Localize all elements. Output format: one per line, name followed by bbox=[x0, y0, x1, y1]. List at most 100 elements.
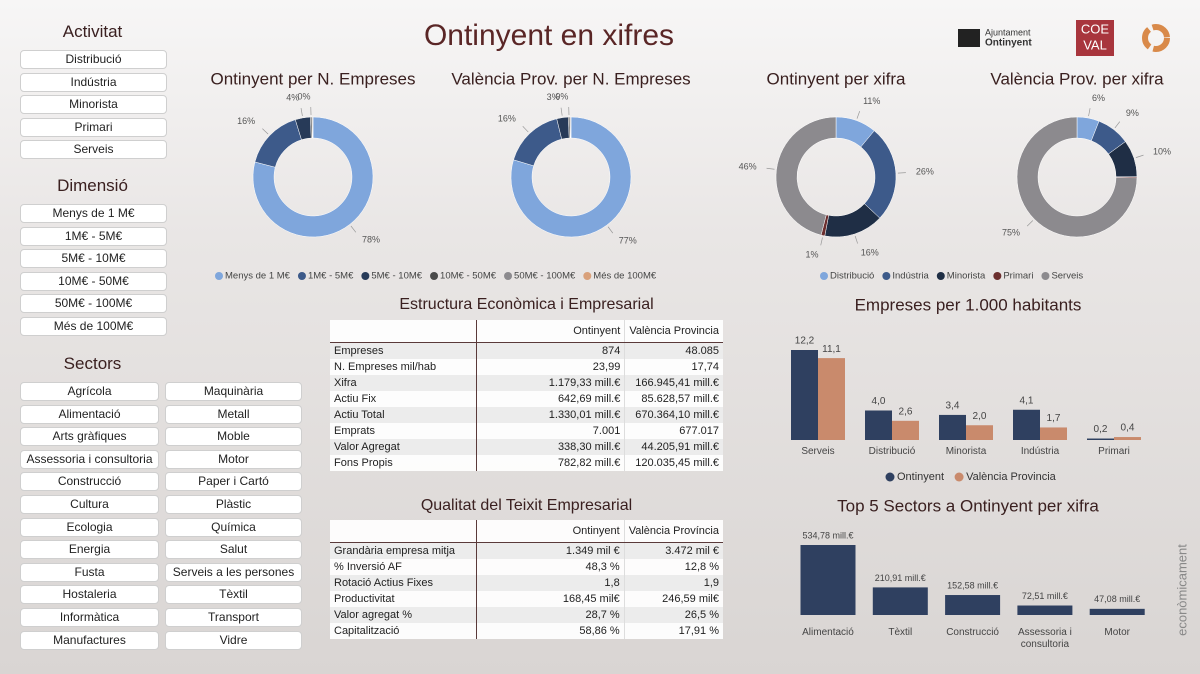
slicer-button[interactable]: Motor bbox=[165, 449, 302, 469]
bar bbox=[800, 545, 856, 615]
table-cell: 26,5 % bbox=[624, 607, 723, 623]
slicer-button[interactable]: Primari bbox=[20, 117, 167, 137]
slicer-button[interactable]: Agrícola bbox=[20, 382, 159, 401]
label-leader bbox=[820, 237, 823, 246]
data-label: 78% bbox=[362, 235, 380, 245]
table-row: N. Empreses mil/hab 23,99 17,74 bbox=[330, 359, 723, 375]
table-cell: 1,8 bbox=[476, 575, 625, 591]
slicer-button[interactable]: 5M€ - 10M€ bbox=[20, 249, 167, 269]
label-leader bbox=[1088, 108, 1091, 117]
slicer-button[interactable]: Menys de 1 M€ bbox=[20, 204, 167, 223]
slicer-button[interactable]: Vidre bbox=[165, 630, 302, 650]
slicer-button[interactable]: Indústria bbox=[20, 72, 167, 92]
slicer-button[interactable]: Fusta bbox=[20, 562, 159, 582]
table-title: Qualitat del Teixit Empresarial bbox=[420, 497, 633, 514]
legend-label: Minorista bbox=[947, 271, 986, 282]
table-cell: Actiu Total bbox=[330, 407, 477, 423]
slicer-button[interactable]: Transport bbox=[165, 608, 302, 627]
slicer-button[interactable]: Serveis a les persones bbox=[165, 562, 302, 582]
slicer-button[interactable]: Maquinària bbox=[165, 382, 302, 401]
legend-marker bbox=[361, 272, 370, 280]
legend-marker bbox=[297, 272, 306, 280]
legend-label: Ontinyent bbox=[897, 471, 944, 483]
slicer-button[interactable]: Energia bbox=[20, 540, 159, 560]
donut-slice bbox=[254, 119, 302, 168]
slicer-button[interactable]: Hostaleria bbox=[20, 585, 159, 605]
slicer-button[interactable]: Alimentació bbox=[20, 404, 159, 424]
data-label: 0,2 bbox=[1094, 424, 1108, 435]
data-label: 3% bbox=[547, 92, 560, 102]
slicer-button[interactable]: Arts gràfiques bbox=[20, 427, 159, 447]
table-row: Fons Propis 782,82 mill.€ 120.035,45 mill.… bbox=[330, 455, 723, 471]
data-label: 6% bbox=[1092, 93, 1105, 103]
slicer-button[interactable]: Serveis bbox=[20, 140, 167, 160]
bar bbox=[1089, 608, 1145, 615]
x-tick-label: Motor bbox=[1104, 627, 1130, 638]
label-leader bbox=[1114, 121, 1121, 129]
legend-marker bbox=[1041, 272, 1050, 280]
table-row: Capitalització 58,86 % 17,91 % bbox=[330, 623, 723, 639]
table-cell: 58,86 % bbox=[476, 623, 625, 639]
label-leader bbox=[300, 107, 303, 116]
data-label: 16% bbox=[498, 113, 516, 123]
slicer-button[interactable]: Assessoria i consultoria bbox=[20, 449, 159, 469]
table-row: Actiu Total 1.330,01 mill.€ 670.364,10 mil… bbox=[330, 407, 723, 423]
data-table: Ontinyent València Província Grandària emp… bbox=[330, 520, 723, 639]
legend-marker bbox=[215, 272, 223, 280]
slicer-button[interactable]: Distribució bbox=[20, 50, 167, 69]
table-cell: 782,82 mill.€ bbox=[476, 455, 626, 471]
slicer-button[interactable]: Paper i Cartó bbox=[165, 472, 302, 492]
label-leader bbox=[854, 235, 858, 244]
table-row: Grandària empresa mitja 1.349 mil €3.472 … bbox=[330, 542, 723, 559]
bar bbox=[1087, 438, 1114, 440]
table-cell: 7.001 bbox=[476, 423, 626, 439]
table-cell: 28,7 % bbox=[476, 607, 625, 623]
legend-label: Més de 100M€ bbox=[593, 271, 657, 282]
slicer-button[interactable]: Construcció bbox=[20, 472, 159, 492]
table-cell: Valor agregat % bbox=[330, 607, 477, 623]
slicer-button[interactable]: Metall bbox=[165, 404, 302, 424]
slicer-button[interactable]: Plàstic bbox=[165, 495, 302, 514]
logo-text: Ontinyent bbox=[985, 38, 1032, 49]
bar bbox=[818, 358, 845, 440]
data-label: 210,91 mill.€ bbox=[875, 573, 926, 583]
x-tick-label: Serveis bbox=[801, 446, 835, 457]
slicer-button[interactable]: 1M€ - 5M€ bbox=[20, 226, 167, 246]
legend-marker bbox=[504, 272, 513, 280]
legend-label: Primari bbox=[1003, 271, 1033, 282]
chart-title: Ontinyent per N. Empreses bbox=[210, 69, 415, 88]
table-row: Valor Agregat 338,30 mill.€ 44.205,91 mill… bbox=[330, 439, 723, 455]
slicer-button[interactable]: Manufactures bbox=[20, 630, 159, 650]
slicer-button[interactable]: Ecologia bbox=[20, 517, 159, 537]
data-label: 4% bbox=[286, 93, 299, 103]
slicer-button[interactable]: 10M€ - 50M€ bbox=[20, 271, 167, 291]
bar bbox=[1013, 409, 1040, 440]
legend-marker bbox=[954, 472, 964, 482]
legend-marker bbox=[885, 472, 895, 482]
slicer-button[interactable]: Tèxtil bbox=[165, 585, 302, 605]
data-label: 2,0 bbox=[973, 411, 987, 422]
slicer-button[interactable]: Química bbox=[165, 517, 302, 537]
legend-label: Distribució bbox=[830, 271, 874, 282]
slicer-button[interactable]: Minorista bbox=[20, 95, 167, 115]
slicer-button[interactable]: Més de 100M€ bbox=[20, 317, 167, 336]
data-table: Ontinyent València Provincia Empreses 874 48… bbox=[330, 320, 723, 471]
table-title: Estructura Econòmica i Empresarial bbox=[399, 296, 654, 313]
table-cell: Fons Propis bbox=[330, 455, 477, 471]
data-label: 1% bbox=[806, 249, 819, 259]
page-title: Ontinyent en xifres bbox=[424, 19, 674, 52]
table-row: Rotació Actius Fixes 1,8 1,9 bbox=[330, 575, 723, 591]
slicer-button[interactable]: Informàtica bbox=[20, 608, 159, 627]
data-label: 46% bbox=[739, 161, 757, 171]
bar bbox=[966, 425, 993, 440]
table-row: Emprats 7.001 677.017 bbox=[330, 423, 723, 439]
label-leader bbox=[897, 172, 906, 174]
slicer-button[interactable]: 50M€ - 100M€ bbox=[20, 294, 167, 314]
chart-title: València Prov. per xifra bbox=[990, 69, 1164, 88]
slicer-button[interactable]: Moble bbox=[165, 427, 302, 447]
data-label: 4,1 bbox=[1020, 395, 1034, 406]
table-cell: Capitalització bbox=[330, 623, 477, 639]
table-cell: Grandària empresa mitja bbox=[330, 542, 477, 559]
slicer-button[interactable]: Cultura bbox=[20, 495, 159, 514]
slicer-button[interactable]: Salut bbox=[165, 540, 302, 560]
